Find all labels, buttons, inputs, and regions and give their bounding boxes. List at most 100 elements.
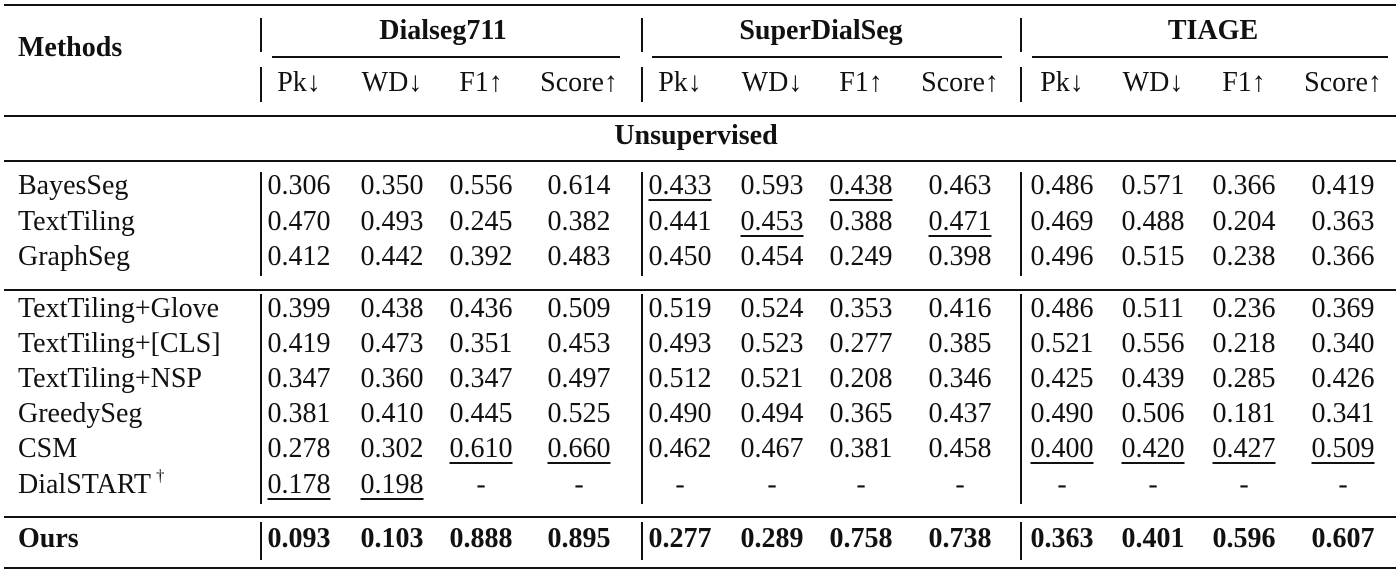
table-cell: 0.178 (267, 469, 331, 500)
table-cell: 0.511 (1122, 293, 1184, 324)
table-cell: - (675, 469, 685, 500)
table-cell: 0.208 (829, 363, 893, 394)
table-cell-best: 0.289 (740, 523, 804, 554)
table-cell: 0.490 (1030, 398, 1094, 429)
table-cell: 0.483 (547, 241, 611, 272)
metric-header: F1↑ (839, 67, 883, 98)
table-cell: 0.439 (1121, 363, 1185, 394)
table-cell-best: 0.758 (829, 523, 893, 554)
column-separator (260, 18, 262, 52)
table-cell: 0.471 (928, 206, 992, 237)
table-cell: - (1239, 469, 1249, 500)
table-cell: 0.400 (1030, 433, 1094, 464)
table-cell: 0.556 (449, 170, 513, 201)
table-cell: - (1148, 469, 1158, 500)
table-cell: 0.198 (360, 469, 424, 500)
column-separator (641, 172, 643, 276)
table-cell: 0.494 (740, 398, 804, 429)
table-cell: 0.238 (1212, 241, 1276, 272)
table-cell: 0.497 (547, 363, 611, 394)
table-cell: - (856, 469, 866, 500)
table-cell: 0.341 (1311, 398, 1375, 429)
table-cell: 0.614 (547, 170, 611, 201)
table-cell: 0.340 (1311, 328, 1375, 359)
table-cell: 0.438 (360, 293, 424, 324)
column-separator (641, 294, 643, 504)
table-cell: 0.437 (928, 398, 992, 429)
column-separator (260, 67, 262, 102)
table-cell: 0.490 (648, 398, 712, 429)
table-cell: 0.453 (547, 328, 611, 359)
table-cell: 0.470 (267, 206, 331, 237)
table-cell: 0.525 (547, 398, 611, 429)
table-cell-best: 0.895 (547, 523, 611, 554)
column-separator (641, 18, 643, 52)
dialseg711-cmidrule (272, 56, 620, 58)
table-cell-best: 0.277 (648, 523, 712, 554)
table-cell: 0.433 (648, 170, 712, 201)
table-cell: 0.347 (449, 363, 513, 394)
table-cell: 0.385 (928, 328, 992, 359)
table-cell: 0.388 (829, 206, 893, 237)
table-cell: 0.365 (829, 398, 893, 429)
metric-header: WD↓ (741, 67, 803, 98)
table-cell: 0.445 (449, 398, 513, 429)
bottom-rule (4, 567, 1396, 569)
table-cell: 0.277 (829, 328, 893, 359)
table-cell: 0.347 (267, 363, 331, 394)
metric-header: Score↑ (540, 67, 618, 98)
column-separator (260, 522, 262, 560)
method-name: TextTiling (18, 206, 135, 237)
method-name: DialSTART † (18, 466, 165, 500)
table-cell: 0.610 (449, 433, 513, 464)
table-cell: 0.462 (648, 433, 712, 464)
table-cell: 0.236 (1212, 293, 1276, 324)
column-separator (641, 522, 643, 560)
table-cell: 0.523 (740, 328, 804, 359)
method-name: TextTiling+[CLS] (18, 328, 221, 359)
metric-header: WD↓ (361, 67, 423, 98)
table-cell: 0.521 (1030, 328, 1094, 359)
dataset-header-dialseg711: Dialseg711 (379, 15, 507, 46)
table-cell: 0.453 (740, 206, 804, 237)
column-separator (1020, 522, 1022, 560)
metric-header: F1↑ (1222, 67, 1266, 98)
section-title: Unsupervised (614, 120, 778, 151)
table-cell: 0.486 (1030, 170, 1094, 201)
table-cell: 0.496 (1030, 241, 1094, 272)
table-cell: 0.509 (1311, 433, 1375, 464)
table-cell: 0.351 (449, 328, 513, 359)
table-cell: 0.419 (267, 328, 331, 359)
table-cell: 0.366 (1311, 241, 1375, 272)
table-cell: 0.515 (1121, 241, 1185, 272)
table-cell: 0.426 (1311, 363, 1375, 394)
table-cell: 0.360 (360, 363, 424, 394)
table-cell: - (955, 469, 965, 500)
method-name: TextTiling+Glove (18, 293, 220, 324)
table-cell: 0.512 (648, 363, 712, 394)
table-cell: 0.506 (1121, 398, 1185, 429)
metric-header: Score↑ (1304, 67, 1382, 98)
results-table: Methods Dialseg711 SuperDialSeg TIAGE Un… (4, 0, 1396, 574)
table-cell-best: 0.401 (1121, 523, 1185, 554)
metric-header: Score↑ (921, 67, 999, 98)
tiage-cmidrule (1032, 56, 1388, 58)
group-rule (4, 289, 1396, 291)
table-cell: 0.660 (547, 433, 611, 464)
table-cell: 0.486 (1030, 293, 1094, 324)
table-cell-best: 0.363 (1030, 523, 1094, 554)
table-cell-best: 0.607 (1311, 523, 1375, 554)
table-cell: 0.306 (267, 170, 331, 201)
table-cell: 0.399 (267, 293, 331, 324)
table-cell: - (574, 469, 584, 500)
table-cell: 0.350 (360, 170, 424, 201)
method-name: GreedySeg (18, 398, 143, 429)
superdialseg-cmidrule (652, 56, 1002, 58)
table-cell: 0.245 (449, 206, 513, 237)
table-cell: 0.425 (1030, 363, 1094, 394)
table-cell: 0.593 (740, 170, 804, 201)
table-cell: 0.412 (267, 241, 331, 272)
table-cell: 0.493 (648, 328, 712, 359)
metric-header: Pk↓ (277, 67, 321, 98)
section-rule (4, 160, 1396, 162)
